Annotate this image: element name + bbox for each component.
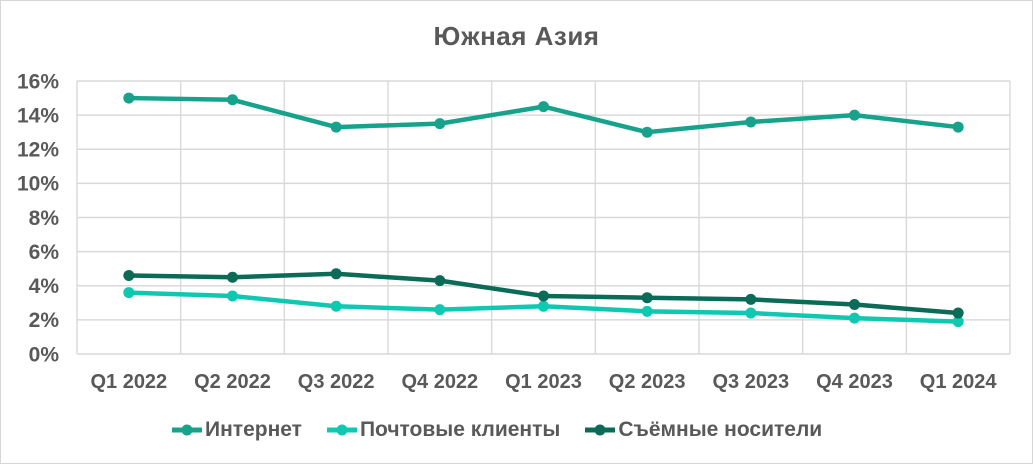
y-tick-label: 16%: [17, 70, 59, 93]
x-tick-label: Q1 2023: [505, 371, 582, 393]
data-point: [745, 307, 757, 319]
data-point: [952, 316, 964, 328]
data-point: [227, 271, 238, 283]
data-point: [538, 101, 549, 113]
y-tick-label: 6%: [29, 241, 60, 264]
data-point: [123, 92, 135, 104]
legend-item-0: Интернет: [171, 418, 302, 442]
data-point: [434, 275, 446, 287]
legend-line-marker-icon: [585, 424, 616, 436]
data-point: [641, 292, 653, 304]
data-point: [123, 287, 135, 299]
legend-label: Интернет: [205, 418, 302, 441]
data-point: [745, 116, 757, 128]
data-point: [538, 300, 549, 312]
data-point: [641, 126, 653, 138]
x-tick-label: Q4 2023: [816, 371, 893, 393]
x-tick-label: Q4 2022: [401, 371, 478, 393]
data-point: [849, 109, 860, 121]
x-tick-label: Q3 2023: [712, 371, 789, 393]
data-point: [227, 290, 238, 302]
data-point: [849, 312, 860, 324]
y-tick-label: 14%: [17, 104, 59, 127]
x-tick-label: Q1 2024: [920, 371, 998, 393]
x-tick-label: Q2 2022: [194, 371, 271, 393]
x-tick-label: Q1 2022: [90, 371, 167, 393]
data-point: [952, 121, 964, 133]
data-point: [641, 305, 653, 317]
legend-label: Съёмные носители: [618, 418, 823, 441]
data-point: [952, 307, 964, 319]
data-point: [849, 299, 860, 311]
chart-title: Южная Азия: [433, 21, 600, 51]
data-point: [330, 300, 342, 312]
x-tick-label: Q3 2022: [298, 371, 375, 393]
y-tick-label: 2%: [29, 309, 60, 332]
y-tick-label: 8%: [29, 207, 60, 230]
y-tick-label: 0%: [29, 343, 60, 366]
legend-line-marker-icon: [326, 424, 357, 436]
y-tick-label: 10%: [17, 173, 59, 196]
y-tick-label: 4%: [29, 275, 60, 298]
legend-item-2: Съёмные носители: [584, 418, 822, 442]
x-tick-label: Q2 2023: [609, 371, 686, 393]
data-point: [434, 118, 446, 130]
data-point: [538, 290, 549, 302]
legend: Интернет Почтовые клиенты Съёмные носители: [171, 415, 822, 445]
y-tick-label: 12%: [17, 139, 59, 162]
data-point: [330, 268, 342, 280]
legend-label: Почтовые клиенты: [359, 418, 561, 441]
legend-item-1: Почтовые клиенты: [326, 418, 560, 442]
data-point: [330, 121, 342, 133]
data-point: [434, 304, 446, 316]
data-point: [227, 94, 238, 106]
data-point: [745, 293, 757, 305]
legend-line-marker-icon: [172, 424, 202, 436]
data-point: [123, 270, 135, 282]
